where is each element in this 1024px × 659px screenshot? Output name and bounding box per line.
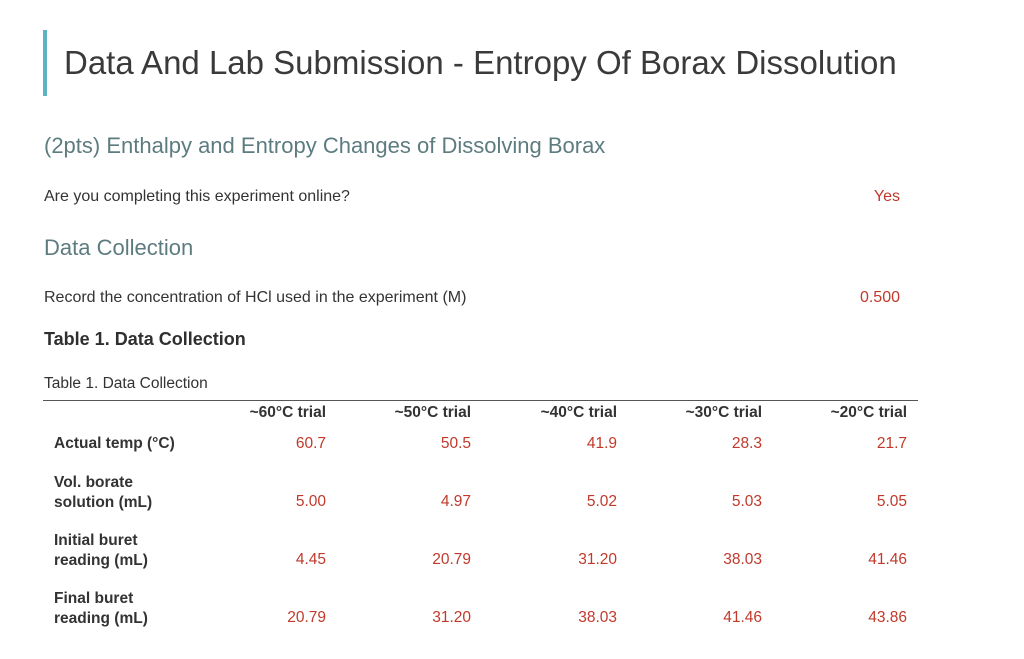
table-cell: 38.03: [578, 609, 617, 626]
table-caption: Table 1. Data Collection: [44, 375, 208, 392]
row-label: Actual temp (°C): [54, 435, 175, 452]
table-cell: 20.79: [432, 551, 471, 568]
table-cell: 38.03: [723, 551, 762, 568]
table-cell: 21.7: [876, 435, 907, 452]
table-cell: 20.79: [287, 609, 326, 626]
column-header: ~20°C trial: [830, 404, 907, 421]
page-title: Data And Lab Submission - Entropy Of Bor…: [64, 44, 897, 81]
table-cell: 31.20: [432, 609, 471, 626]
table-cell: 41.46: [868, 551, 907, 568]
table-cell: 5.05: [876, 493, 907, 510]
table-heading: Table 1. Data Collection: [44, 329, 246, 349]
table-cell: 60.7: [295, 435, 326, 452]
table-cell: 5.00: [295, 493, 326, 510]
table-cell: 5.03: [731, 493, 762, 510]
title-accent-bar: [43, 30, 47, 96]
row-label: Final buret reading (mL): [54, 590, 148, 627]
question-hcl-concentration: Record the concentration of HCl used in …: [44, 289, 467, 306]
column-header: ~60°C trial: [249, 404, 326, 421]
table-cell: 31.20: [578, 551, 617, 568]
column-header: ~40°C trial: [540, 404, 617, 421]
column-header: ~50°C trial: [394, 404, 471, 421]
table-cell: 50.5: [440, 435, 471, 452]
section-heading-data-collection: Data Collection: [44, 235, 194, 260]
answer-online: Yes: [873, 188, 900, 205]
page-header: Data And Lab Submission - Entropy Of Bor…: [43, 30, 897, 96]
table-top-rule: [43, 400, 918, 401]
table-cell: 28.3: [731, 435, 762, 452]
column-header: ~30°C trial: [685, 404, 762, 421]
answer-hcl-concentration: 0.500: [859, 289, 900, 306]
row-label: Vol. borate solution (mL): [54, 474, 153, 511]
table-cell: 41.46: [723, 609, 762, 626]
table-cell: 43.86: [868, 609, 907, 626]
section-heading-enthalpy-entropy: (2pts) Enthalpy and Entropy Changes of D…: [44, 133, 606, 158]
table-cell: 41.9: [586, 435, 617, 452]
table-cell: 5.02: [586, 493, 617, 510]
row-label: Initial buret reading (mL): [54, 532, 148, 569]
question-online: Are you completing this experiment onlin…: [44, 188, 350, 205]
table-cell: 4.45: [295, 551, 326, 568]
table-cell: 4.97: [440, 493, 471, 510]
